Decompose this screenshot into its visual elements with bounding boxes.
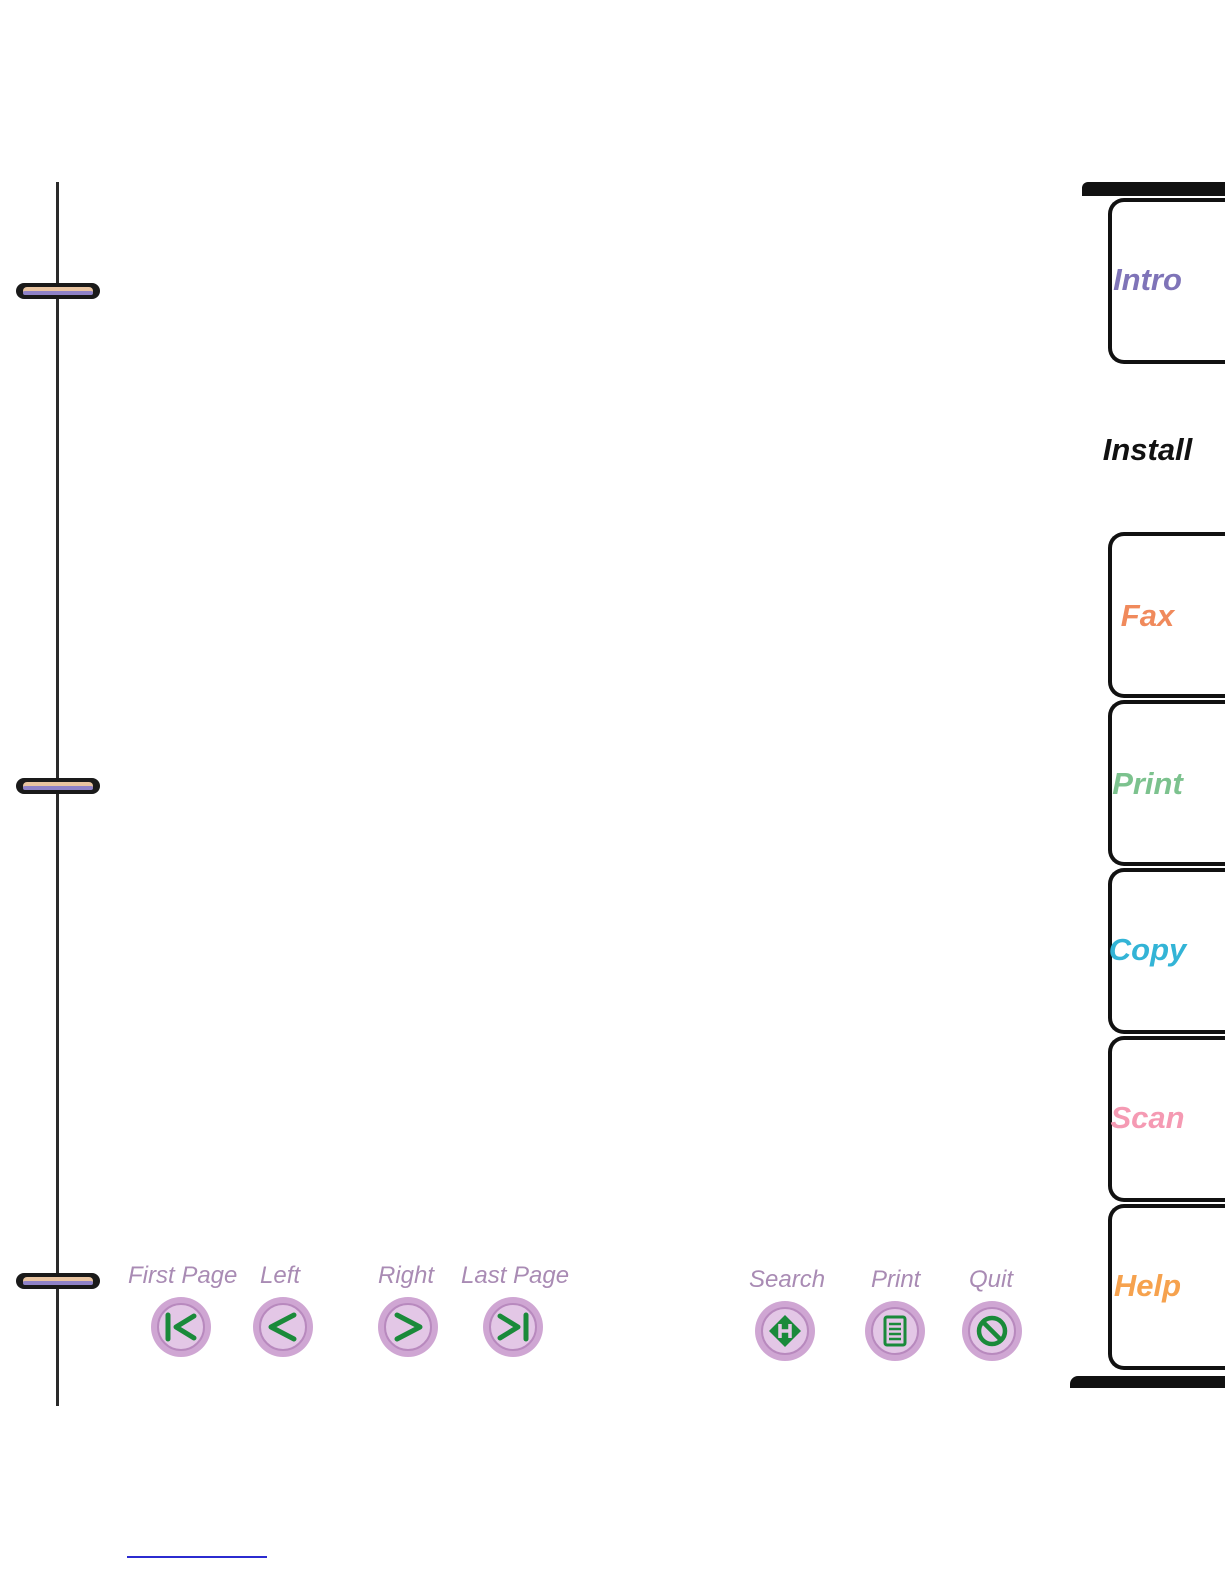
tab-copy[interactable]: Copy bbox=[1108, 932, 1187, 967]
tab-print-shape bbox=[1108, 700, 1225, 866]
print-label: Print bbox=[871, 1266, 921, 1293]
left-button[interactable] bbox=[249, 1293, 319, 1363]
tab-intro[interactable]: Intro bbox=[1113, 262, 1182, 297]
binder-ring-top bbox=[16, 283, 100, 299]
last-page-label: Last Page bbox=[461, 1262, 570, 1289]
left-arrow-icon bbox=[268, 1312, 297, 1342]
tab-strip-bottom-edge bbox=[1070, 1376, 1225, 1388]
section-tabs: Intro Install Fax Print Copy Scan Help bbox=[1070, 182, 1225, 1406]
first-page-icon bbox=[165, 1312, 197, 1342]
right-label: Right bbox=[378, 1262, 435, 1289]
search-label: Search bbox=[749, 1266, 826, 1293]
quit-button[interactable] bbox=[958, 1297, 1028, 1367]
tab-scan-shape bbox=[1108, 1036, 1225, 1202]
right-button[interactable] bbox=[374, 1293, 444, 1363]
tab-strip-top-edge bbox=[1082, 182, 1225, 196]
left-label: Left bbox=[260, 1262, 301, 1289]
quit-label: Quit bbox=[969, 1266, 1014, 1293]
first-page-button[interactable] bbox=[147, 1293, 217, 1363]
tab-fax-shape bbox=[1108, 532, 1225, 698]
quit-icon bbox=[976, 1315, 1008, 1347]
tab-copy-shape bbox=[1108, 868, 1225, 1034]
last-page-button[interactable] bbox=[479, 1293, 549, 1363]
first-page-label: First Page bbox=[128, 1262, 238, 1289]
right-arrow-icon bbox=[394, 1312, 423, 1342]
tab-fax[interactable]: Fax bbox=[1120, 598, 1175, 633]
tab-intro-shape bbox=[1108, 198, 1225, 364]
search-icon bbox=[769, 1315, 801, 1347]
tab-help[interactable]: Help bbox=[1113, 1268, 1182, 1303]
tab-help-shape bbox=[1108, 1204, 1225, 1370]
binder-ring-bottom bbox=[16, 1273, 100, 1289]
tab-install[interactable]: Install bbox=[1102, 432, 1193, 467]
last-page-icon bbox=[497, 1312, 529, 1342]
tab-scan[interactable]: Scan bbox=[1110, 1100, 1185, 1135]
binder-ring-middle bbox=[16, 778, 100, 794]
print-button[interactable] bbox=[861, 1297, 931, 1367]
tab-print[interactable]: Print bbox=[1112, 766, 1183, 801]
print-icon bbox=[883, 1315, 907, 1347]
page-link-underline[interactable] bbox=[127, 1556, 267, 1558]
search-button[interactable] bbox=[751, 1297, 821, 1367]
